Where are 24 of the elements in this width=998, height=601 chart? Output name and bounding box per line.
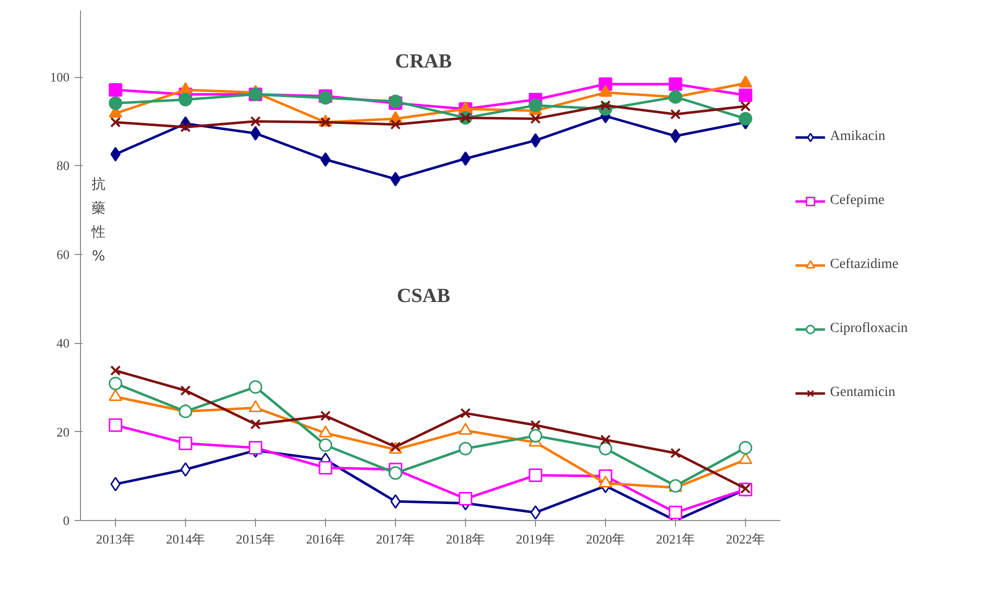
y-tick-label: 100 <box>50 70 70 85</box>
x-tick-label: 2016年 <box>306 532 345 546</box>
y-tick-label: 60 <box>56 246 70 262</box>
y-axis-title: 抗藥性% <box>90 176 106 264</box>
x-tick-label: 2014年 <box>166 532 205 546</box>
x-tick-label: 2020年 <box>586 532 625 546</box>
y-tick-label: 20 <box>56 424 70 440</box>
x-tick-label: 2018年 <box>446 532 485 546</box>
x-tick-label: 2019年 <box>516 532 555 546</box>
x-tick-label: 2017年 <box>376 532 415 546</box>
legend-label: Ceftazidime <box>830 257 898 273</box>
legend-label: Ciprofloxacin <box>830 321 908 337</box>
legend-label: Amikacin <box>830 129 886 145</box>
x-tick-label: 2021年 <box>656 532 695 546</box>
annotation: CSAB <box>396 285 450 308</box>
annotation: CRAB <box>395 50 452 72</box>
y-tick-label: 0 <box>63 513 70 528</box>
y-tick-label: 40 <box>56 336 70 351</box>
x-tick-label: 2015年 <box>236 532 275 546</box>
legend-label: Cefepime <box>830 193 884 209</box>
y-tick-label: 80 <box>56 158 70 174</box>
legend-label: Gentamicin <box>830 385 896 401</box>
x-tick-label: 2013年 <box>96 532 135 546</box>
x-tick-label: 2022年 <box>726 532 765 546</box>
